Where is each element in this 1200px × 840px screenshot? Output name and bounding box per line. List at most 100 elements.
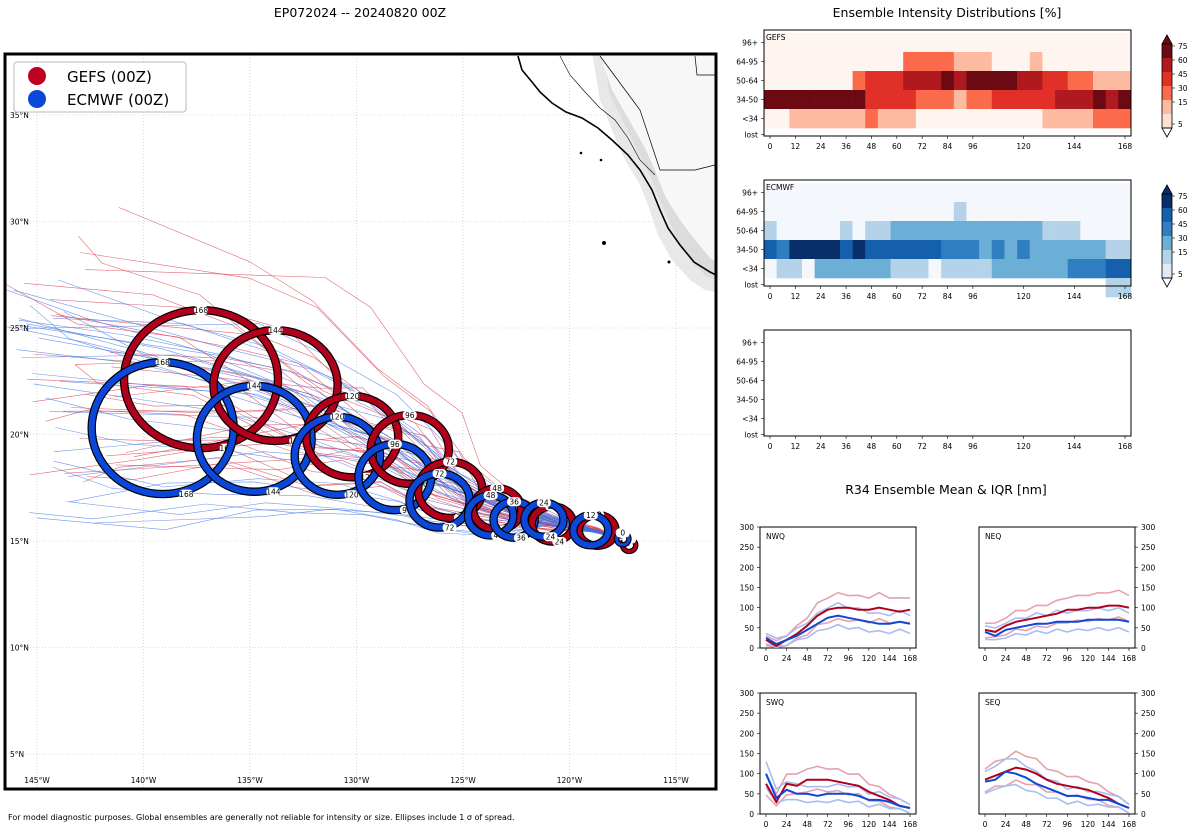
row-label: 64-95 bbox=[736, 358, 758, 367]
r34-x-tick-label: 48 bbox=[1021, 820, 1031, 829]
colorbar-frame bbox=[1161, 193, 1173, 279]
heatmap-cell bbox=[839, 52, 853, 72]
r34-x-tick-label: 96 bbox=[1063, 820, 1073, 829]
row-label: 96+ bbox=[742, 339, 758, 348]
tau-label: 12 bbox=[586, 511, 596, 520]
r34-y-tick-label: 200 bbox=[740, 563, 755, 572]
r34-x-tick-label: 144 bbox=[1101, 654, 1116, 663]
heatmap-cell bbox=[979, 183, 993, 203]
r34-y-tick-label: 0 bbox=[749, 810, 754, 819]
row-label: 34-50 bbox=[736, 246, 758, 255]
heatmap-cell bbox=[953, 240, 967, 260]
colorbar-tick-label: 75 bbox=[1178, 42, 1188, 51]
r34-y-tick-label: 250 bbox=[740, 543, 755, 552]
tau-label: 120 bbox=[330, 413, 345, 422]
heatmap-cell bbox=[979, 202, 993, 222]
heatmap-cell bbox=[1093, 259, 1106, 279]
heatmap-cell bbox=[915, 259, 929, 279]
lon-tick-label: 140°W bbox=[131, 776, 157, 785]
ecmwf-iqr-line bbox=[984, 757, 1130, 806]
heatmap-cell bbox=[915, 71, 929, 91]
r34-x-tick-label: 168 bbox=[903, 820, 918, 829]
heatmap-cell bbox=[801, 202, 815, 222]
tau-label-bg bbox=[155, 357, 170, 367]
heatmap-cell bbox=[1017, 109, 1031, 129]
r34-x-tick-label: 144 bbox=[882, 654, 897, 663]
r34-y-tick-label: 0 bbox=[749, 644, 754, 653]
legend-ecmwf-marker bbox=[28, 90, 46, 108]
heatmap-cell bbox=[903, 221, 917, 241]
heatmap-cell bbox=[991, 221, 1005, 241]
heatmap-cell bbox=[764, 52, 777, 72]
heatmap-cell bbox=[1080, 183, 1094, 203]
heatmap-cell bbox=[764, 240, 777, 260]
heatmap-cell bbox=[979, 240, 993, 260]
heatmap-cell bbox=[776, 259, 790, 279]
heatmap-cell bbox=[1105, 109, 1119, 129]
tau-label: 48 bbox=[492, 484, 502, 493]
row-label: 50-64 bbox=[736, 377, 758, 386]
heatmap-cell bbox=[979, 52, 993, 72]
x-tick-label: 168 bbox=[1118, 442, 1133, 451]
heatmap-cell bbox=[814, 33, 828, 53]
heatmap-cell bbox=[1017, 202, 1031, 222]
r34-y-tick-label: 100 bbox=[1141, 604, 1156, 613]
longitude-labels: 145°W 140°W 135°W 130°W 125°W 120°W 115°W bbox=[24, 776, 689, 785]
r34-x-tick-label: 72 bbox=[1042, 654, 1052, 663]
heatmap-cell bbox=[1080, 52, 1094, 72]
heatmap-cell bbox=[789, 202, 803, 222]
heatmap-cell bbox=[839, 240, 853, 260]
tau-label: 144 bbox=[268, 326, 283, 335]
heatmap-cell bbox=[789, 33, 803, 53]
legend-gefs-marker bbox=[28, 67, 46, 85]
r34-x-tick-label: 72 bbox=[823, 820, 833, 829]
heatmap-cell bbox=[1080, 90, 1094, 110]
heatmap-cell bbox=[1118, 90, 1132, 110]
heatmap-cell bbox=[991, 52, 1005, 72]
heatmap-cell bbox=[903, 240, 917, 260]
x-tick-label: 24 bbox=[816, 292, 826, 301]
heatmap-cell bbox=[865, 259, 879, 279]
heatmap-cell bbox=[979, 90, 993, 110]
heatmap-cell bbox=[941, 71, 955, 91]
heatmap-cell bbox=[814, 71, 828, 91]
colorbar-tick-label: 30 bbox=[1178, 84, 1188, 93]
heatmap-cell bbox=[1004, 221, 1018, 241]
r34-x-tick-label: 168 bbox=[1122, 654, 1137, 663]
heatmap-cell bbox=[953, 90, 967, 110]
x-tick-label: 48 bbox=[867, 292, 877, 301]
heatmap-cell bbox=[877, 109, 891, 129]
x-tick-label: 60 bbox=[892, 442, 902, 451]
heatmap-cell bbox=[991, 240, 1005, 260]
heatmap-cell bbox=[852, 221, 866, 241]
heatmap-cell bbox=[1042, 90, 1056, 110]
heatmap-cell bbox=[1017, 183, 1031, 203]
tau-label: 144 bbox=[247, 382, 262, 391]
heatmap-cell bbox=[1055, 259, 1069, 279]
heatmap-cell bbox=[839, 90, 853, 110]
tau-label: 144 bbox=[266, 488, 281, 497]
heatmap-cell bbox=[928, 221, 942, 241]
tau-label: 72 bbox=[445, 458, 455, 467]
r34-y-tick-label: 50 bbox=[744, 790, 754, 799]
heatmap-cell bbox=[915, 33, 929, 53]
heatmap-cell bbox=[1080, 259, 1094, 279]
x-tick-label: 84 bbox=[943, 292, 953, 301]
heatmap-cell bbox=[1055, 109, 1069, 129]
heatmap-cell bbox=[877, 71, 891, 91]
x-tick-label: 84 bbox=[943, 142, 953, 151]
uncertainty-ellipses: 1681681681681441441441441201201201209696… bbox=[87, 305, 639, 555]
r34-x-tick-label: 120 bbox=[1081, 820, 1096, 829]
heatmap-cell bbox=[764, 71, 777, 91]
heatmap-cell bbox=[1042, 52, 1056, 72]
x-tick-label: 0 bbox=[768, 142, 773, 151]
lon-tick-label: 135°W bbox=[237, 776, 263, 785]
row-label: 50-64 bbox=[736, 77, 758, 86]
r34-quadrant-label: NEQ bbox=[985, 532, 1001, 541]
ecmwf-iqr-line bbox=[984, 783, 1130, 814]
heatmap-cell bbox=[966, 33, 980, 53]
x-tick-label: 144 bbox=[1067, 142, 1082, 151]
tau-label-bg bbox=[268, 325, 283, 335]
r34-x-tick-label: 72 bbox=[1042, 820, 1052, 829]
ecmwf-mean-line bbox=[984, 618, 1130, 638]
